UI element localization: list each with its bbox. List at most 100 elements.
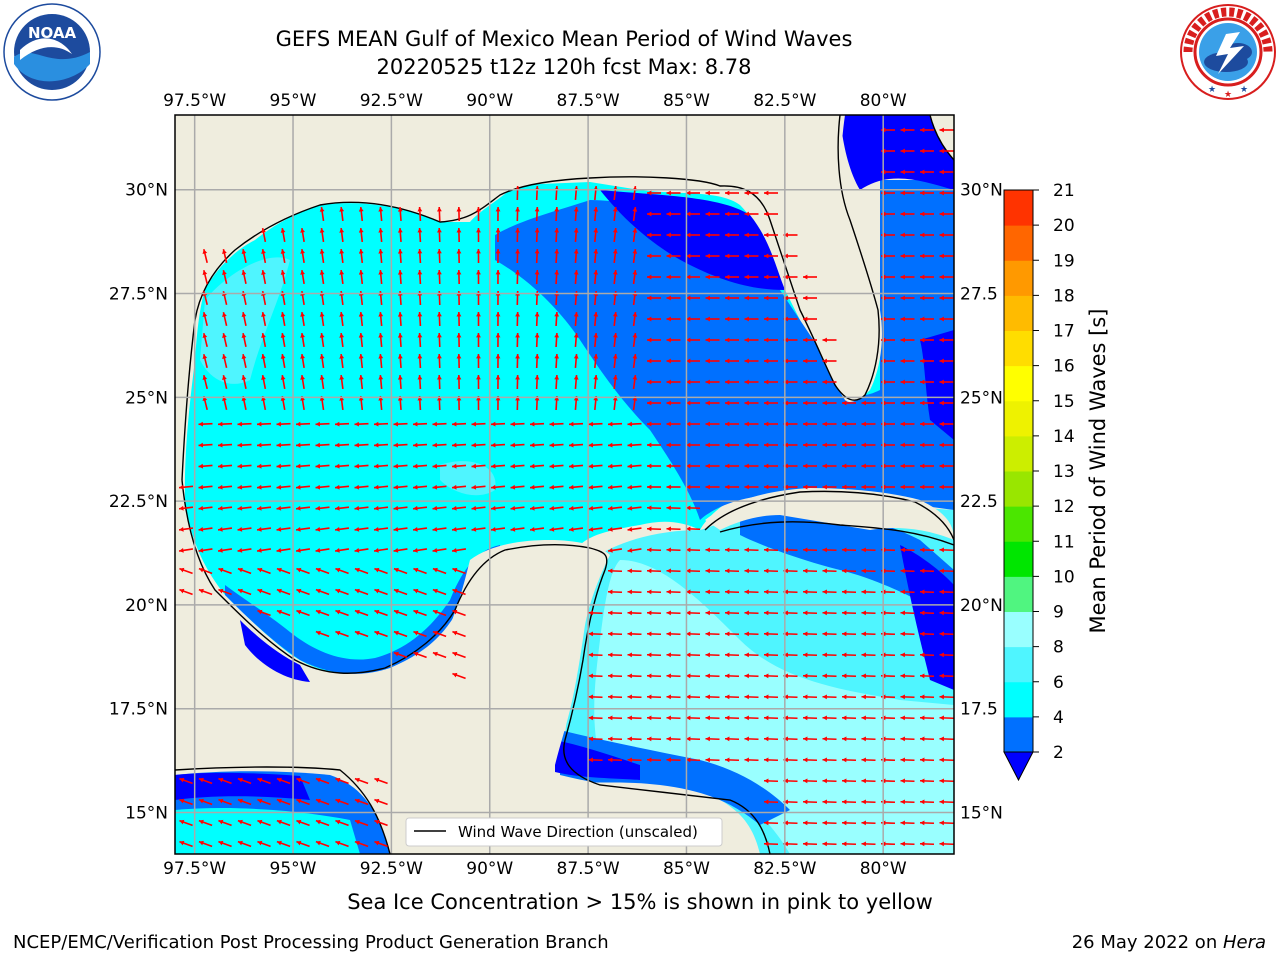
- wave-direction-arrow: [822, 463, 837, 469]
- wave-direction-arrow: [783, 799, 798, 805]
- wave-direction-arrow: [724, 589, 740, 595]
- wave-direction-arrow: [495, 311, 501, 327]
- wave-direction-arrow: [354, 442, 369, 448]
- wave-direction-arrow: [374, 819, 388, 827]
- wave-direction-arrow: [939, 589, 954, 595]
- wave-direction-arrow: [354, 777, 369, 785]
- svg-text:★: ★: [1224, 90, 1232, 100]
- wave-direction-arrow: [607, 610, 623, 616]
- wave-direction-arrow: [295, 442, 311, 448]
- wave-direction-arrow: [705, 295, 720, 301]
- wave-direction-arrow: [666, 337, 681, 343]
- wave-direction-arrow: [725, 211, 739, 217]
- wave-direction-arrow: [822, 442, 837, 448]
- wave-direction-arrow: [315, 567, 330, 575]
- wave-direction-arrow: [685, 757, 701, 763]
- wave-direction-arrow: [841, 547, 857, 553]
- wave-direction-arrow: [666, 421, 681, 427]
- wave-direction-arrow: [822, 757, 837, 763]
- wave-direction-arrow: [554, 248, 560, 264]
- wave-direction-arrow: [593, 269, 599, 285]
- wave-direction-arrow: [374, 777, 388, 785]
- wave-direction-arrow: [763, 652, 779, 658]
- wave-direction-arrow: [724, 694, 740, 700]
- colorbar-segment: [1004, 260, 1033, 296]
- wave-direction-arrow: [666, 253, 681, 259]
- wave-direction-arrow: [783, 274, 798, 280]
- wave-direction-arrow: [686, 337, 700, 343]
- wave-direction-arrow: [919, 736, 935, 742]
- wave-direction-arrow: [919, 820, 935, 826]
- colorbar-tick-label: 2: [1053, 743, 1064, 763]
- wave-direction-arrow: [783, 778, 798, 784]
- wave-direction-arrow: [685, 505, 701, 511]
- wave-direction-arrow: [705, 358, 720, 364]
- wave-direction-arrow: [920, 253, 934, 259]
- wave-direction-arrow: [939, 463, 954, 469]
- wave-direction-arrow: [900, 400, 915, 406]
- wave-direction-arrow: [686, 358, 700, 364]
- wave-direction-arrow: [841, 631, 857, 637]
- wave-direction-arrow: [358, 332, 364, 348]
- wave-direction-arrow: [319, 311, 325, 327]
- wave-direction-arrow: [744, 547, 759, 553]
- colorbar-segment: [1004, 435, 1033, 472]
- wave-direction-arrow: [842, 463, 856, 469]
- wave-direction-arrow: [222, 354, 228, 368]
- wave-direction-arrow: [686, 295, 700, 301]
- wave-direction-arrow: [803, 358, 817, 364]
- wave-direction-arrow: [666, 379, 681, 385]
- wave-direction-arrow: [202, 249, 208, 263]
- wave-direction-arrow: [296, 777, 310, 785]
- wave-direction-arrow: [744, 253, 759, 259]
- wave-direction-arrow: [783, 295, 798, 301]
- wave-direction-arrow: [549, 442, 564, 448]
- wave-direction-arrow: [417, 248, 423, 264]
- wave-direction-arrow: [218, 798, 232, 806]
- wave-direction-arrow: [179, 819, 193, 827]
- wave-direction-arrow: [861, 673, 876, 679]
- wave-direction-arrow: [841, 778, 857, 784]
- wave-direction-arrow: [783, 400, 798, 406]
- wave-direction-arrow: [705, 610, 720, 616]
- wave-direction-arrow: [783, 757, 798, 763]
- wave-direction-arrow: [471, 505, 486, 511]
- wave-direction-arrow: [315, 463, 330, 469]
- wave-direction-arrow: [451, 548, 467, 553]
- wave-direction-arrow: [374, 567, 388, 575]
- wave-direction-arrow: [202, 333, 208, 347]
- wave-direction-arrow: [358, 311, 364, 327]
- wave-direction-arrow: [939, 757, 954, 763]
- wave-direction-arrow: [393, 651, 408, 659]
- wave-direction-arrow: [744, 421, 759, 427]
- wave-direction-arrow: [646, 631, 662, 637]
- wave-direction-arrow: [666, 547, 681, 553]
- wave-direction-arrow: [783, 358, 798, 364]
- wave-direction-arrow: [593, 248, 599, 264]
- wave-direction-arrow: [612, 332, 618, 348]
- wave-direction-arrow: [783, 694, 798, 700]
- wave-direction-arrow: [432, 651, 447, 659]
- wave-direction-arrow: [593, 206, 599, 222]
- wave-direction-arrow: [295, 463, 311, 469]
- wave-direction-arrow: [334, 505, 350, 511]
- wave-direction-arrow: [646, 526, 662, 532]
- wave-direction-arrow: [686, 400, 700, 406]
- colorbar-tick-label: 8: [1053, 638, 1064, 658]
- wave-direction-arrow: [744, 673, 759, 679]
- wave-direction-arrow: [276, 777, 291, 785]
- wave-direction-arrow: [495, 248, 501, 264]
- wave-direction-arrow: [783, 736, 798, 742]
- wave-direction-arrow: [554, 206, 560, 222]
- wave-direction-arrow: [783, 673, 798, 679]
- wave-direction-arrow: [261, 269, 267, 285]
- wave-direction-arrow: [593, 332, 599, 348]
- wave-direction-arrow: [920, 127, 934, 133]
- wave-direction-arrow: [334, 421, 350, 427]
- wave-direction-arrow: [354, 630, 369, 638]
- wave-direction-arrow: [783, 379, 798, 385]
- colorbar-tick-label: 12: [1053, 497, 1075, 517]
- wave-direction-arrow: [510, 505, 525, 511]
- lon-label-top: 97.5°W: [163, 91, 226, 111]
- wave-direction-arrow: [783, 820, 798, 826]
